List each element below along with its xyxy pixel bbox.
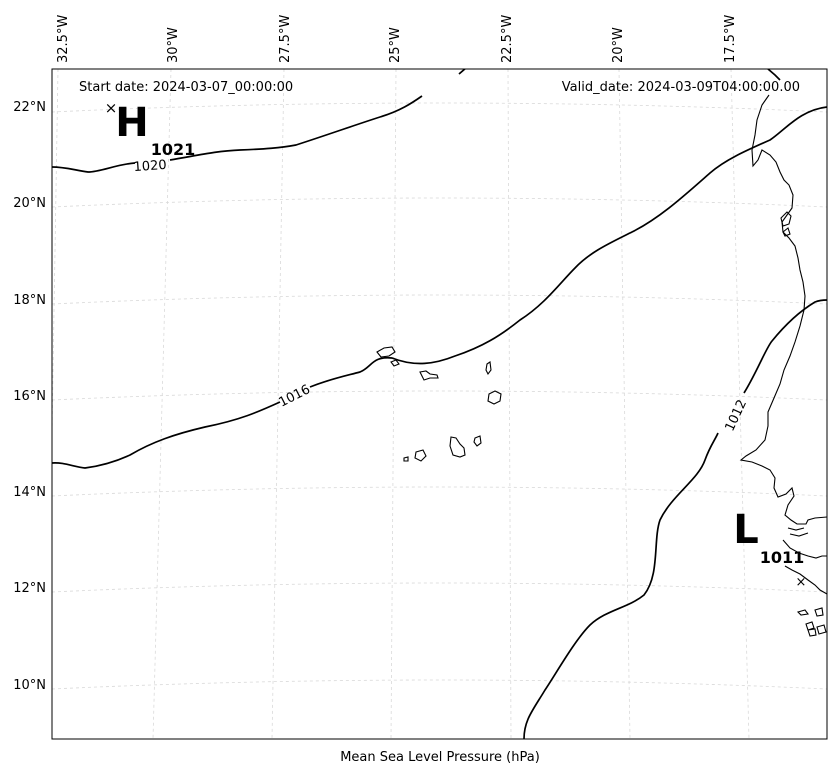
meridian-line: [730, 69, 750, 739]
lat-tick-label: 18°N: [13, 293, 46, 308]
parallel-line: [52, 679, 827, 690]
land-outlines: [376, 94, 827, 637]
cape-verde-santo-antao: [376, 346, 396, 358]
parallel-line: [52, 197, 827, 208]
parallel-line: [52, 294, 827, 305]
parallel-line: [52, 102, 827, 113]
lon-tick-label: 25°W: [388, 27, 403, 63]
isobar-1020-label: 1020: [133, 158, 167, 175]
lat-tick-label: 22°N: [13, 100, 46, 115]
isobar-lines: [52, 69, 827, 739]
meridian-line: [152, 69, 172, 739]
cape-verde-fogo: [414, 449, 427, 462]
isobar-1016-line: [52, 106, 827, 469]
lon-tick-label: 30°W: [166, 27, 181, 63]
bissagos-islands: [796, 607, 827, 637]
africa-coastline-guinea: [784, 565, 827, 595]
lon-tick-label: 17.5°W: [723, 15, 738, 63]
parallel-line: [52, 486, 827, 497]
lat-tick-label: 12°N: [13, 581, 46, 596]
cape-verde-sao-nicolau: [419, 370, 439, 381]
meridian-line: [390, 69, 397, 739]
meridian-line: [271, 69, 285, 739]
lat-tick-label: 14°N: [13, 485, 46, 500]
lon-tick-label: 27.5°W: [278, 15, 293, 63]
low-center-marker-icon: ×: [796, 575, 807, 590]
isobar-1020-north-line: [767, 69, 781, 81]
africa-coastline: [739, 94, 827, 525]
lat-tick-label: 16°N: [13, 389, 46, 404]
map-frame: [51, 68, 828, 740]
africa-coastline-south: [782, 539, 827, 559]
cape-verde-sal: [485, 361, 492, 376]
high-pressure-value: 1021: [151, 140, 196, 159]
valid-date-label: Valid_date: 2024-03-09T04:00:00.00: [562, 80, 800, 95]
lon-tick-label: 22.5°W: [500, 15, 515, 63]
isobar-1012-line: [523, 299, 827, 739]
lon-tick-label: 32.5°W: [56, 15, 71, 63]
map-area: [52, 69, 827, 739]
lat-tick-label: 10°N: [13, 678, 46, 693]
high-center-marker-icon: ×: [105, 99, 118, 117]
gambia-inlet: [787, 527, 809, 537]
isobar-1020-line: [52, 69, 467, 173]
low-pressure-symbol: L: [733, 507, 759, 553]
lon-tick-label: 20°W: [611, 27, 626, 63]
low-pressure-value: 1011: [760, 548, 805, 567]
canary-coast-detail: [780, 211, 792, 237]
cape-verde-brava: [403, 456, 409, 462]
graticule: [52, 69, 827, 739]
parallel-line: [52, 582, 827, 593]
cape-verde-maio: [473, 435, 482, 447]
high-pressure-symbol: H: [115, 100, 148, 146]
cape-verde-boa-vista: [487, 390, 502, 405]
map-caption: Mean Sea Level Pressure (hPa): [340, 750, 540, 765]
start-date-label: Start date: 2024-03-07_00:00:00: [79, 80, 293, 95]
lat-tick-label: 20°N: [13, 196, 46, 211]
meridian-line: [507, 69, 512, 739]
meridian-line: [618, 69, 631, 739]
cape-verde-sao-vicente: [390, 359, 400, 367]
parallel-line: [52, 390, 827, 401]
cape-verde-santiago: [449, 436, 466, 458]
